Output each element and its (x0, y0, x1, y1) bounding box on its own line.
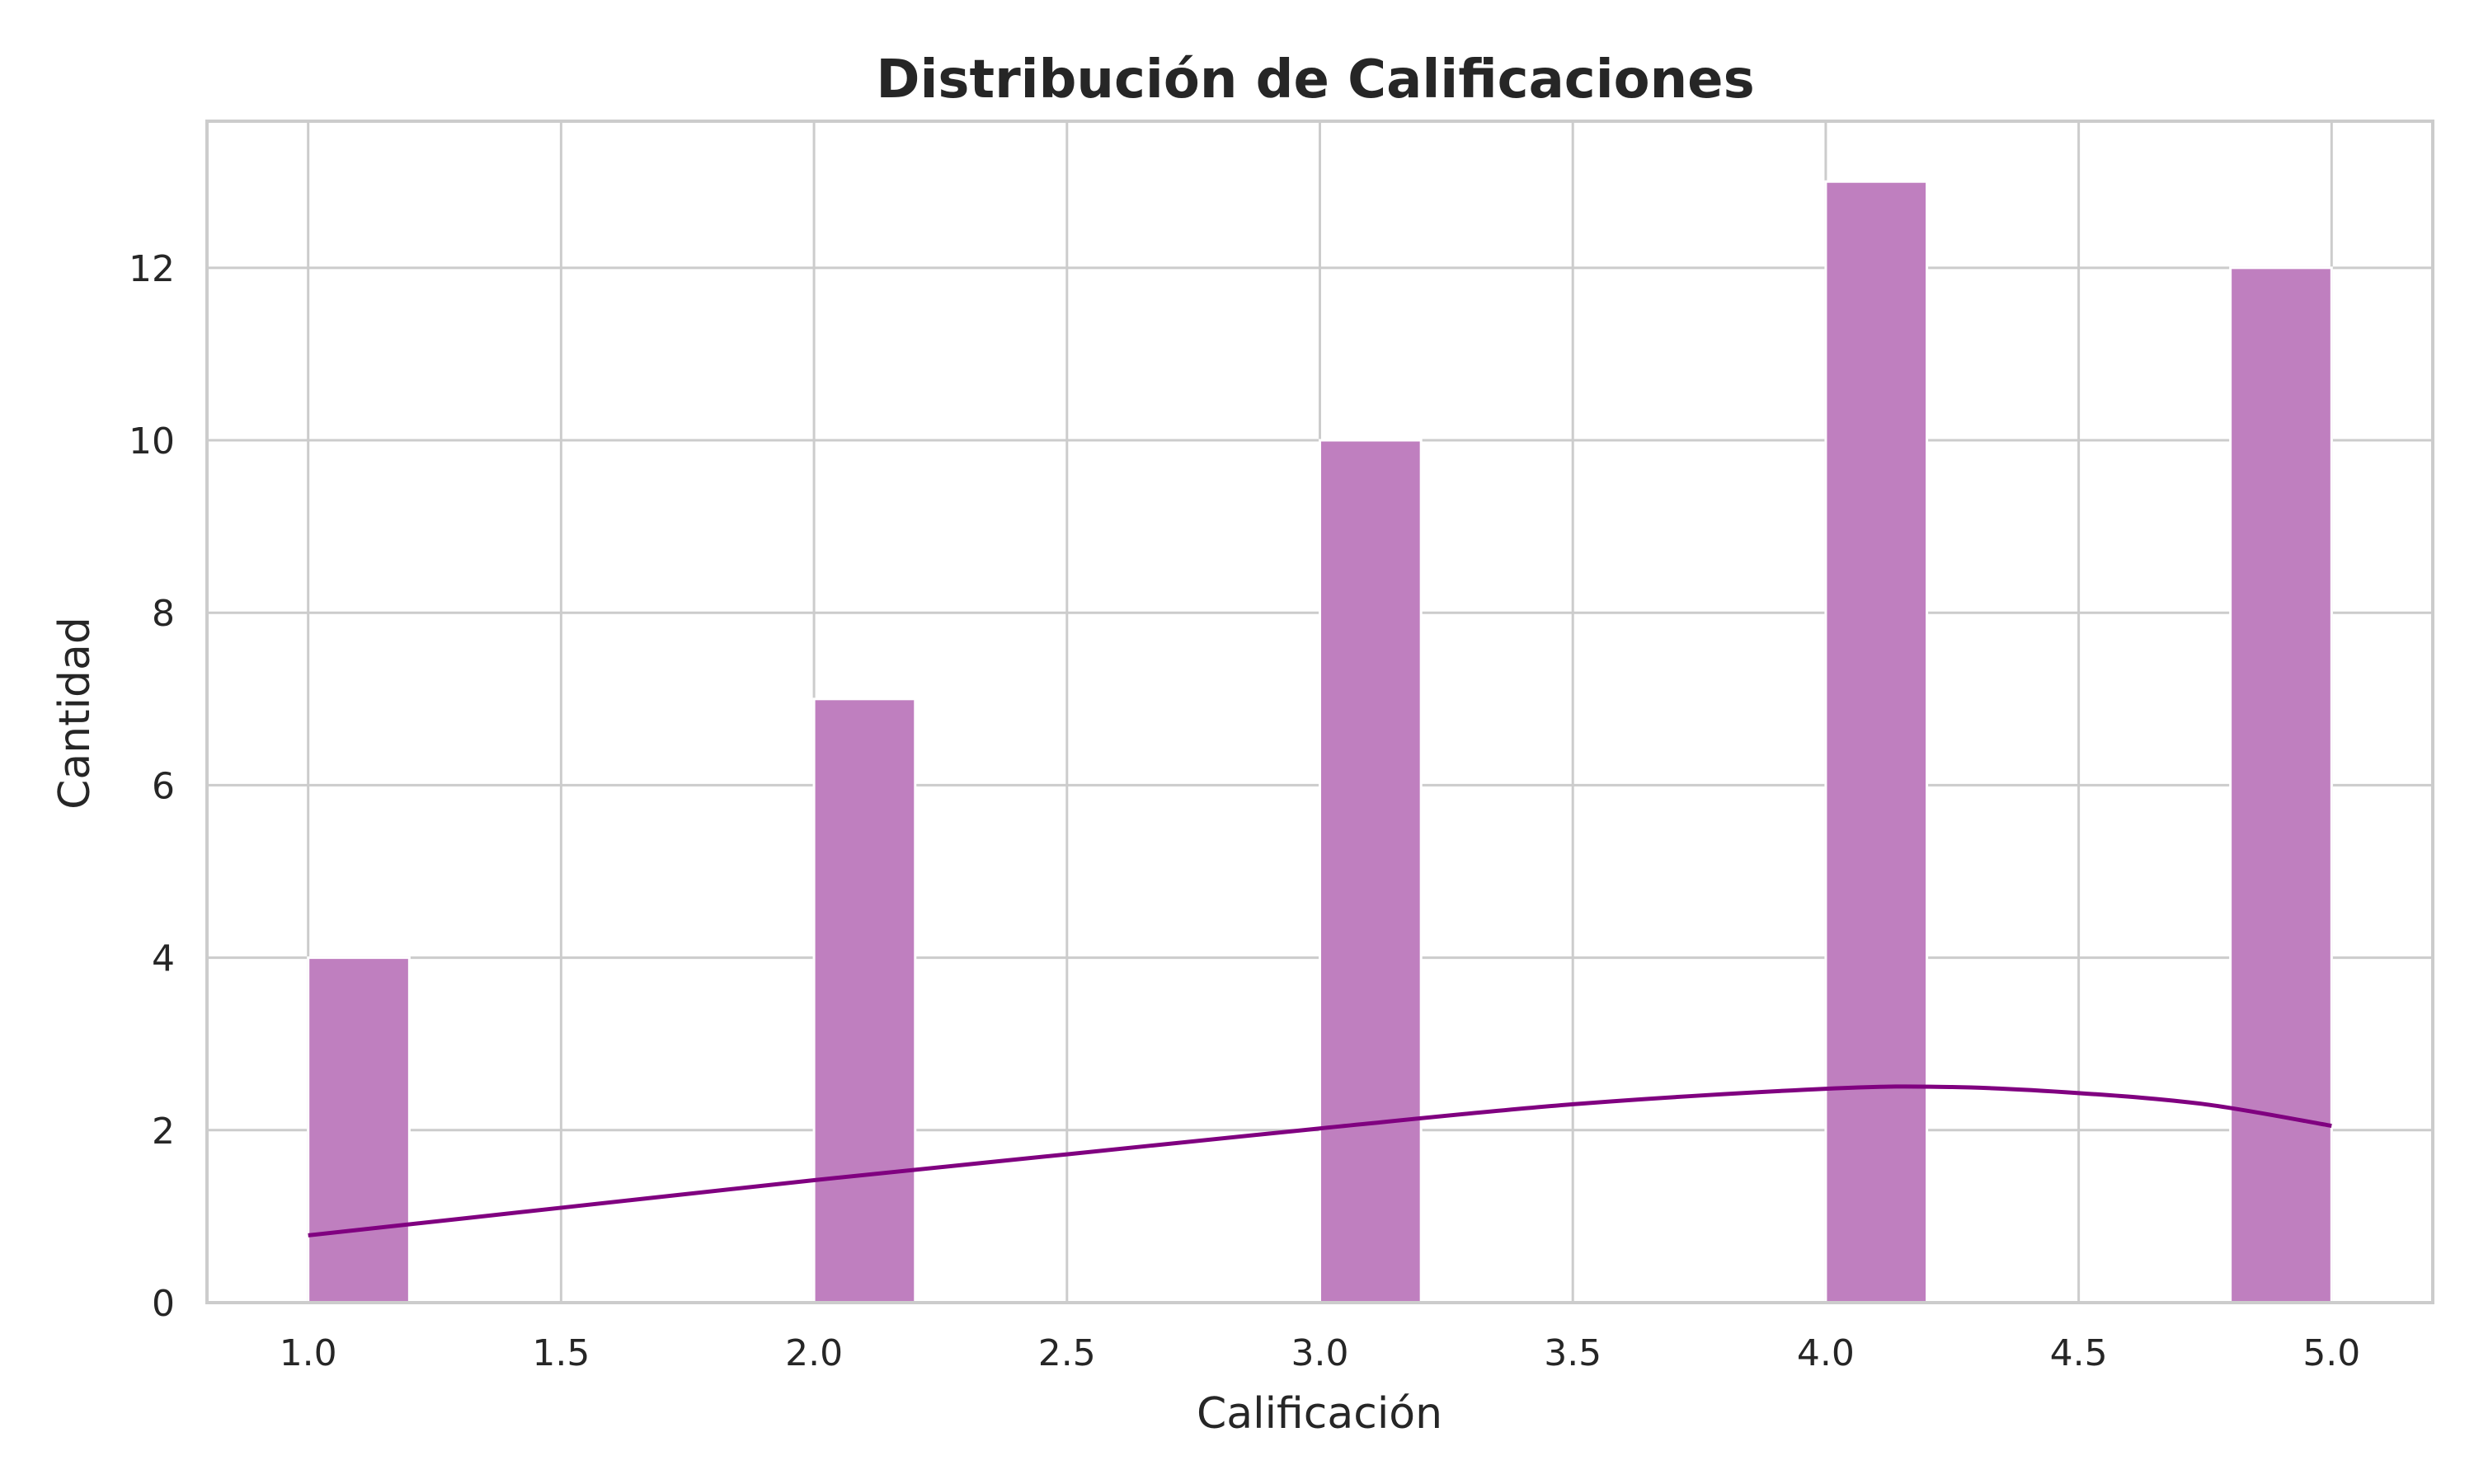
bars-layer (307, 180, 2333, 1304)
y-tick-label-5: 10 (129, 420, 175, 463)
kde-layer (308, 1084, 2332, 1237)
histogram-bar-3 (1824, 180, 1929, 1304)
x-tick-label-4: 3.0 (1291, 1332, 1349, 1374)
y-tick-labels: 0 2 4 6 8 10 12 (129, 248, 175, 1325)
y-tick-label-6: 12 (129, 248, 175, 290)
y-tick-label-2: 4 (152, 938, 175, 980)
histogram-bar-0 (307, 956, 411, 1304)
y-axis-label: Cantidad (50, 617, 100, 810)
x-tick-label-1: 1.5 (532, 1332, 590, 1374)
x-tick-label-7: 4.5 (2050, 1332, 2108, 1374)
histogram-bar-1 (812, 697, 917, 1304)
histogram-bar-2 (1319, 439, 1423, 1304)
kde-curve (308, 1084, 2332, 1237)
x-tick-label-6: 4.0 (1797, 1332, 1855, 1374)
x-tick-label-8: 5.0 (2302, 1332, 2360, 1374)
plot-frame (205, 120, 2434, 1304)
histogram-bar-4 (2229, 266, 2333, 1304)
chart-title: Distribución de Calificaciones (876, 49, 1754, 110)
y-tick-label-4: 8 (152, 593, 175, 635)
x-tick-label-5: 3.5 (1544, 1332, 1602, 1374)
y-tick-label-1: 2 (152, 1111, 175, 1153)
x-tick-label-3: 2.5 (1038, 1332, 1096, 1374)
y-tick-label-0: 0 (152, 1283, 175, 1325)
x-tick-label-2: 2.0 (785, 1332, 843, 1374)
x-tick-labels: 1.0 1.5 2.0 2.5 3.0 3.5 4.0 4.5 5.0 (280, 1332, 2361, 1374)
x-axis-label: Calificación (1197, 1389, 1442, 1439)
x-tick-label-0: 1.0 (280, 1332, 337, 1374)
y-tick-label-3: 6 (152, 765, 175, 807)
